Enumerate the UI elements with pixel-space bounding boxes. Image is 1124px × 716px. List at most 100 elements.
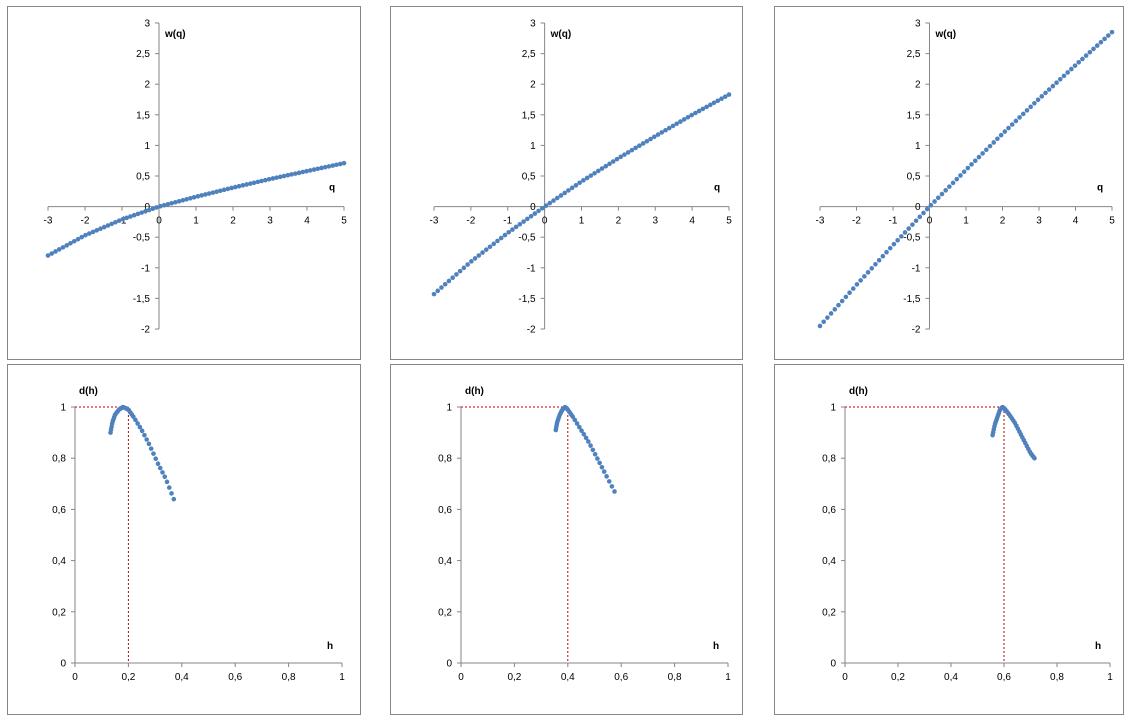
data-point xyxy=(577,180,582,186)
data-point xyxy=(590,447,596,453)
x-tick-label: 0,4 xyxy=(944,672,958,683)
data-point xyxy=(307,168,313,173)
y-tick-label: 0 xyxy=(60,659,66,670)
data-point xyxy=(569,185,575,191)
x-tick-label: 2 xyxy=(616,216,622,227)
data-point xyxy=(622,152,627,157)
data-point xyxy=(1106,33,1111,38)
data-point xyxy=(334,162,339,168)
data-point xyxy=(1035,97,1041,103)
y-tick-label: 1 xyxy=(915,141,921,152)
data-point xyxy=(469,259,474,264)
data-point xyxy=(263,177,268,183)
x-tick-label: 3 xyxy=(267,216,273,227)
data-point xyxy=(165,201,171,207)
data-point xyxy=(218,188,223,194)
x-tick-label: 0 xyxy=(542,216,548,227)
x-tick-label: -3 xyxy=(430,216,439,227)
y-tick-label: 1,5 xyxy=(136,110,150,121)
data-point xyxy=(917,214,923,220)
data-point xyxy=(495,238,500,244)
data-point xyxy=(663,127,668,133)
data-point xyxy=(1024,108,1030,113)
data-point xyxy=(869,266,875,271)
data-point xyxy=(330,163,336,168)
x-tick-label: 3 xyxy=(1036,216,1042,227)
data-point xyxy=(659,130,665,135)
y-tick-label: 0,2 xyxy=(52,607,66,618)
data-point xyxy=(75,236,81,242)
data-point xyxy=(858,278,863,283)
data-point xyxy=(987,143,993,149)
data-point xyxy=(921,210,926,216)
data-point xyxy=(169,200,174,206)
data-point xyxy=(457,268,463,274)
data-point xyxy=(135,421,140,426)
x-tick-label: 0,4 xyxy=(561,672,575,683)
data-point xyxy=(164,479,170,485)
x-tick-label: -3 xyxy=(44,216,53,227)
data-point xyxy=(483,247,489,252)
y-axis-title: w(q) xyxy=(550,29,572,40)
x-axis-title: q xyxy=(329,183,335,194)
data-point xyxy=(572,417,578,423)
data-point xyxy=(143,209,148,214)
data-point xyxy=(1094,43,1100,48)
y-tick-label: 2 xyxy=(144,80,150,91)
data-point xyxy=(206,191,212,196)
data-point xyxy=(566,188,571,193)
x-tick-label: 0,8 xyxy=(1050,672,1064,683)
data-point xyxy=(839,298,845,304)
data-point xyxy=(528,213,534,219)
chart-svg: 0 0,2 0,4 0,6 0,8 1 0 0,2 0,4 0,6 0,8 1 d(h) h xyxy=(438,386,731,683)
y-tick-label: 2,5 xyxy=(522,49,536,60)
data-point xyxy=(924,206,930,212)
data-point xyxy=(153,456,159,462)
y-tick-label: 0,8 xyxy=(438,454,452,465)
data-point xyxy=(304,168,309,174)
data-point xyxy=(599,464,605,470)
y-axis-title: w(q) xyxy=(935,29,957,40)
data-point xyxy=(655,132,661,137)
y-tick-label: -1,5 xyxy=(903,294,921,305)
data-point xyxy=(696,108,702,114)
x-tick-label: 0,6 xyxy=(614,672,628,683)
y-tick-label: 0,6 xyxy=(438,505,452,516)
data-point xyxy=(836,302,841,308)
y-axis-title: w(q) xyxy=(164,29,186,40)
y-tick-label: 0,6 xyxy=(822,505,836,516)
data-point xyxy=(586,439,591,444)
y-tick-label: 0,8 xyxy=(822,454,836,465)
data-point xyxy=(666,125,672,131)
data-point xyxy=(1057,76,1063,82)
data-point xyxy=(285,172,291,178)
data-point xyxy=(828,311,834,316)
x-tick-label: -1 xyxy=(503,216,512,227)
data-point xyxy=(711,100,717,106)
data-point xyxy=(913,218,919,224)
x-tick-label: 5 xyxy=(341,216,347,227)
data-point xyxy=(577,424,582,430)
data-point xyxy=(884,249,889,255)
data-point xyxy=(86,231,92,236)
data-point xyxy=(431,291,437,297)
data-point xyxy=(101,224,107,230)
data-point xyxy=(1083,53,1089,58)
data-point xyxy=(825,315,830,320)
x-tick-label: 0,8 xyxy=(282,672,296,683)
data-point xyxy=(1091,46,1096,52)
data-point xyxy=(588,173,594,178)
data-point xyxy=(674,121,680,127)
data-point xyxy=(954,176,960,182)
y-tick-label: 0,8 xyxy=(52,454,66,465)
x-axis-title: q xyxy=(714,183,720,194)
chart-panel-bottom-middle: 0 0,2 0,4 0,6 0,8 1 0 0,2 0,4 0,6 0,8 1 d(h) h xyxy=(390,364,743,715)
data-point xyxy=(154,205,159,210)
data-point xyxy=(49,251,55,256)
data-point xyxy=(341,160,347,166)
data-point xyxy=(722,94,728,99)
y-tick-label: -0,5 xyxy=(518,233,536,244)
x-tick-label: -2 xyxy=(852,216,861,227)
x-axis-title: h xyxy=(327,641,333,652)
x-tick-label: 4 xyxy=(1073,216,1079,227)
